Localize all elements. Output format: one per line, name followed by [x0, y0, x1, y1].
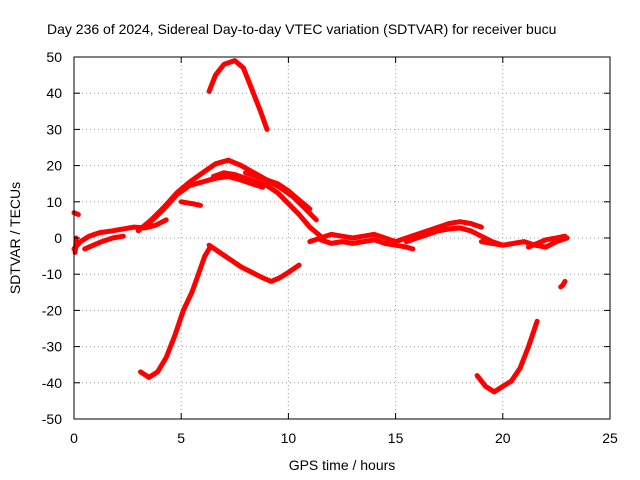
- series-layer: [71, 58, 570, 395]
- series-arc-tail-up: [526, 233, 568, 250]
- y-tick-label: 0: [54, 230, 62, 246]
- series-arc-dip: [82, 233, 126, 252]
- y-tick-label: 50: [46, 49, 62, 65]
- series-arc-early: [71, 217, 169, 252]
- x-tick-label: 5: [177, 430, 185, 446]
- series-arc-plateau: [307, 219, 484, 245]
- chart-title: Day 236 of 2024, Sidereal Day-to-day VTE…: [47, 21, 556, 37]
- x-tick-label: 0: [70, 430, 78, 446]
- series-arc-broad-lower: [146, 174, 266, 226]
- series-arc-loop: [210, 170, 326, 241]
- y-tick-label: -10: [42, 266, 62, 282]
- series-arc-low-mid: [206, 242, 302, 284]
- series-dot-left: [71, 210, 81, 217]
- x-axis-label: GPS time / hours: [289, 457, 396, 473]
- tick-layer: 0 5 10 15 20 25 -50 -40 -30 -20 -10 0 10 20 30 40 50: [42, 49, 618, 446]
- y-tick-label: 30: [46, 121, 62, 137]
- series-arc-plateau-low: [318, 237, 416, 252]
- y-tick-label: -20: [42, 302, 62, 318]
- y-tick-label: -30: [42, 339, 62, 355]
- series-arc-low-left: [138, 246, 212, 380]
- x-tick-label: 15: [388, 430, 404, 446]
- x-tick-label: 20: [495, 430, 511, 446]
- series-start-spike: [72, 235, 79, 255]
- y-tick-label: 10: [46, 194, 62, 210]
- y-tick-label: -50: [42, 411, 62, 427]
- series-arc-tail: [478, 235, 570, 250]
- series-arc-right-spike: [558, 278, 568, 290]
- y-tick-label: -40: [42, 375, 62, 391]
- x-tick-label: 25: [602, 430, 618, 446]
- y-axis-label: SDTVAR / TECUs: [7, 182, 23, 294]
- y-tick-label: 40: [46, 85, 62, 101]
- series-arc-side: [178, 199, 203, 208]
- y-tick-label: 20: [46, 158, 62, 174]
- series-arc-high: [206, 58, 270, 132]
- series-arc-low-right: [474, 318, 540, 395]
- series-arc-mid: [243, 170, 313, 212]
- series-arc-hump: [403, 225, 506, 248]
- x-tick-label: 10: [281, 430, 297, 446]
